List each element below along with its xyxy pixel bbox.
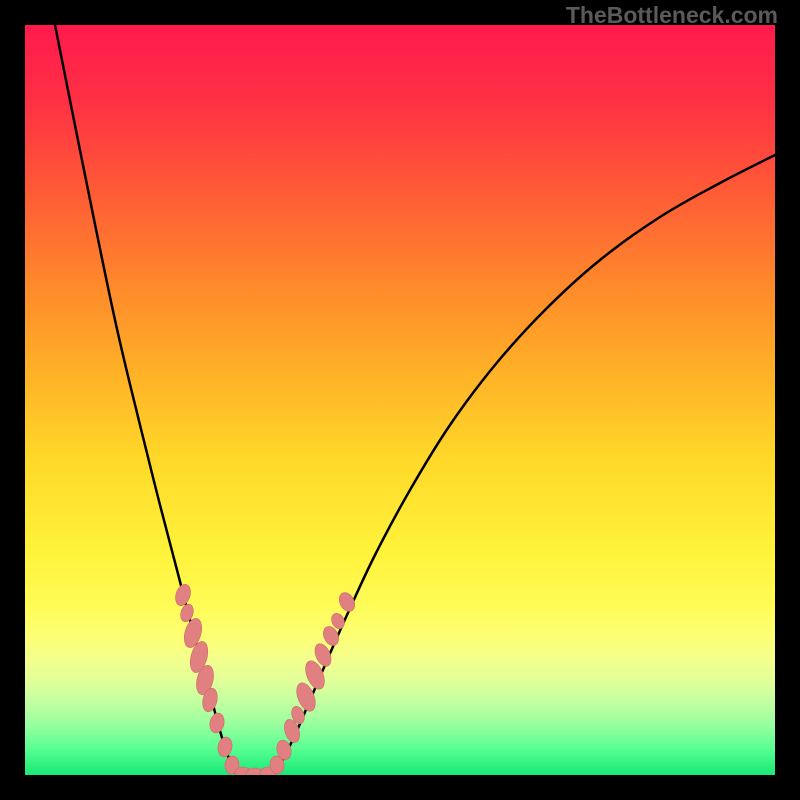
marker-left <box>216 736 233 758</box>
marker-left <box>208 712 226 734</box>
border-right <box>775 0 800 800</box>
chart-frame: TheBottleneck.com <box>0 0 800 800</box>
watermark-text: TheBottleneck.com <box>566 2 778 29</box>
curves-layer <box>25 25 775 775</box>
border-bottom <box>0 775 800 800</box>
bottleneck-curve <box>55 25 775 774</box>
marker-left <box>173 582 193 607</box>
border-left <box>0 0 25 800</box>
marker-right <box>336 590 358 614</box>
plot-area <box>25 25 775 775</box>
